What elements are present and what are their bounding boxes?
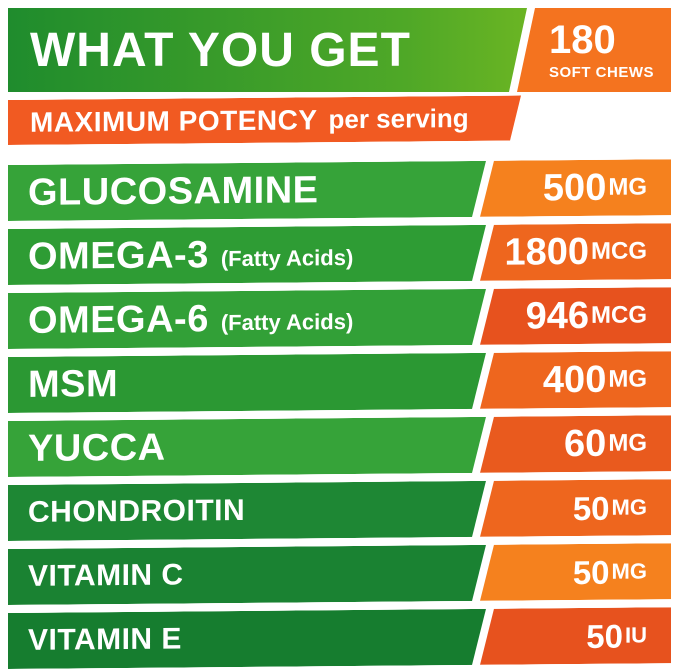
ingredient-name: OMEGA-3 (Fatty Acids) (8, 226, 353, 285)
ingredient-row: GLUCOSAMINE 500 MG (8, 159, 671, 221)
amount-value: 50 (572, 489, 610, 527)
amount-unit: MG (611, 494, 647, 520)
amount-unit: MCG (591, 301, 647, 329)
amount-unit: MG (611, 558, 647, 584)
amount-value: 50 (572, 553, 610, 591)
ingredient-name: YUCCA (8, 420, 166, 477)
header: WHAT YOU GET 180 SOFT CHEWS (8, 8, 671, 92)
amount-unit: IU (625, 622, 647, 648)
ingredient-name-text: VITAMIN E (28, 622, 182, 657)
ingredient-amount: 1800 MCG (504, 223, 671, 280)
ingredient-amount: 50 MG (573, 543, 671, 600)
badge-label: SOFT CHEWS (549, 63, 654, 81)
ingredient-list: GLUCOSAMINE 500 MG OMEGA-3 (Fatty Acids) … (8, 159, 671, 669)
ingredient-row: YUCCA 60 MG (8, 415, 671, 477)
ingredient-name: MSM (8, 356, 118, 413)
ingredient-name: VITAMIN C (8, 547, 184, 605)
ingredient-amount: 946 MCG (526, 287, 671, 344)
ingredient-row: OMEGA-3 (Fatty Acids) 1800 MCG (8, 223, 671, 285)
ingredient-amount: 500 MG (543, 159, 671, 216)
ingredient-name: CHONDROITIN (8, 483, 245, 541)
ingredient-name-text: OMEGA-6 (28, 297, 209, 342)
ingredient-name: OMEGA-6 (Fatty Acids) (8, 290, 353, 349)
ingredient-name-text: CHONDROITIN (28, 493, 246, 529)
ingredient-row: CHONDROITIN 50 MG (8, 479, 671, 541)
ingredient-amount: 50 IU (586, 607, 671, 664)
ingredient-name-text: YUCCA (28, 426, 166, 470)
amount-value: 50 (586, 617, 623, 655)
ingredient-row: VITAMIN E 50 IU (8, 607, 671, 669)
amount-value: 1800 (504, 230, 589, 274)
badge-count: 180 (549, 17, 616, 62)
ingredient-name-text: GLUCOSAMINE (28, 168, 319, 214)
potency-banner: MAXIMUM POTENCY per serving (8, 96, 521, 145)
amount-value: 400 (542, 358, 607, 402)
ingredient-name-text: VITAMIN C (28, 558, 184, 593)
ingredient-row: MSM 400 MG (8, 351, 671, 413)
amount-unit: MCG (591, 237, 647, 265)
ingredient-amount: 60 MG (564, 415, 671, 472)
ingredient-row: OMEGA-6 (Fatty Acids) 946 MCG (8, 287, 671, 349)
amount-unit: MG (608, 173, 647, 201)
ingredient-amount: 50 MG (573, 479, 671, 536)
content-body: MAXIMUM POTENCY per serving GLUCOSAMINE … (8, 94, 671, 669)
ingredient-note: (Fatty Acids) (220, 308, 354, 336)
ingredient-name-text: MSM (28, 362, 119, 406)
ingredient-note: (Fatty Acids) (220, 244, 354, 272)
ingredient-row: VITAMIN C 50 MG (8, 543, 671, 605)
page-title: WHAT YOU GET (30, 23, 411, 77)
ingredient-amount: 400 MG (543, 351, 671, 408)
ingredient-name: VITAMIN E (8, 611, 182, 669)
ingredient-name: GLUCOSAMINE (8, 162, 319, 221)
potency-title: MAXIMUM POTENCY (30, 103, 318, 138)
amount-unit: MG (608, 365, 647, 393)
amount-value: 946 (525, 294, 589, 338)
count-badge: 180 SOFT CHEWS (517, 8, 671, 92)
ingredient-name-text: OMEGA-3 (28, 233, 209, 278)
amount-unit: MG (608, 429, 647, 457)
amount-value: 60 (564, 422, 607, 466)
amount-value: 500 (542, 166, 607, 210)
potency-subtitle: per serving (328, 102, 469, 135)
